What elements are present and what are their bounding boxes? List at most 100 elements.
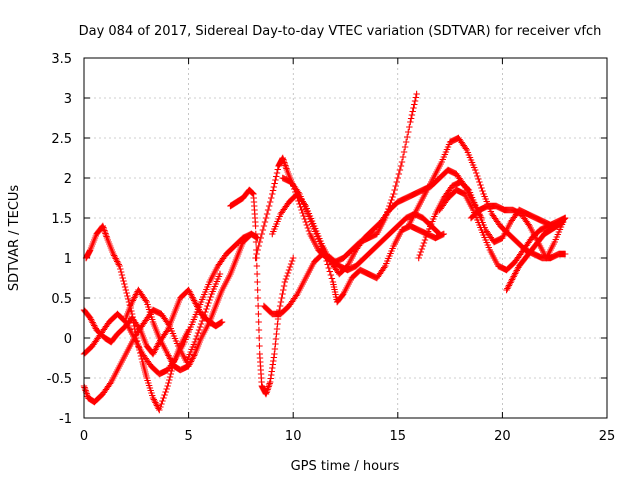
data-point <box>112 255 119 262</box>
data-point <box>189 355 196 362</box>
data-point <box>157 403 164 411</box>
axis-ticks: -1 -0.5 0 0.5 1 1.5 2 2.5 3 3.5 0 5 10 15 20 25 <box>47 52 616 444</box>
data-point <box>510 273 517 280</box>
data-point <box>256 334 263 342</box>
data-point <box>132 292 139 300</box>
data-point <box>189 294 196 301</box>
data-point <box>255 326 263 334</box>
data-point <box>400 148 408 156</box>
data-point <box>206 296 213 304</box>
data-point <box>187 291 195 298</box>
data-point <box>504 285 511 292</box>
data-point <box>151 347 158 355</box>
data-point <box>464 185 472 193</box>
data-point <box>201 311 208 319</box>
data-point <box>117 268 125 276</box>
x-tick-label: 25 <box>599 429 616 444</box>
data-point <box>186 288 193 295</box>
data-point <box>90 322 98 329</box>
data-point <box>303 221 310 229</box>
data-point <box>197 320 205 328</box>
data-point <box>389 193 396 201</box>
data-point <box>254 278 261 286</box>
data-point <box>115 261 122 268</box>
data-point <box>216 270 224 278</box>
data-point <box>150 396 158 403</box>
data-point <box>254 246 261 254</box>
data-point <box>185 362 192 370</box>
data-point <box>293 292 300 299</box>
data-point <box>142 297 149 304</box>
data-point <box>281 278 289 286</box>
data-point <box>422 233 430 241</box>
data-point <box>253 270 261 278</box>
data-point <box>325 264 332 272</box>
data-point <box>278 294 285 302</box>
data-point <box>288 257 296 265</box>
data-point <box>163 385 170 393</box>
data-point <box>503 286 510 294</box>
data-point <box>159 397 166 405</box>
data-point <box>261 218 269 226</box>
series-trace-5 <box>122 230 261 374</box>
data-point <box>254 286 261 294</box>
data-point <box>506 280 513 288</box>
data-point <box>415 254 422 262</box>
data-point <box>478 184 485 192</box>
data-point <box>398 158 406 166</box>
data-point <box>131 294 138 301</box>
data-point <box>156 406 163 414</box>
data-point <box>305 227 313 235</box>
data-point <box>120 277 127 285</box>
data-point <box>253 262 261 270</box>
data-point <box>190 297 198 304</box>
data-point <box>387 199 394 207</box>
data-point <box>401 143 409 151</box>
data-point <box>252 230 260 238</box>
data-point <box>164 382 171 390</box>
data-point <box>270 183 278 191</box>
data-point <box>114 259 122 267</box>
data-point <box>113 256 120 264</box>
data-point <box>256 238 263 246</box>
data-point <box>186 359 194 367</box>
data-point <box>124 295 132 303</box>
data-point <box>151 397 158 405</box>
data-point <box>406 123 413 131</box>
data-point <box>169 359 176 367</box>
data-point <box>327 271 335 279</box>
data-point <box>264 206 272 214</box>
data-point <box>111 253 119 261</box>
chart-title: Day 084 of 2017, Sidereal Day-to-day VTE… <box>79 24 602 39</box>
data-point <box>186 289 194 297</box>
data-point <box>167 370 175 378</box>
data-point <box>408 111 416 119</box>
data-point <box>188 356 195 364</box>
data-point <box>321 250 328 258</box>
data-point <box>257 234 264 242</box>
data-point <box>166 376 173 384</box>
data-point <box>110 252 118 259</box>
data-point <box>91 323 99 331</box>
data-point <box>124 292 131 300</box>
data-point <box>260 222 268 230</box>
data-point <box>274 166 281 173</box>
data-point <box>207 293 214 301</box>
data-point <box>393 178 400 186</box>
data-point <box>195 326 203 334</box>
data-point <box>508 277 515 285</box>
data-point <box>168 358 175 365</box>
data-point <box>276 302 284 310</box>
data-point <box>299 209 306 217</box>
data-point <box>411 97 419 105</box>
data-point <box>298 206 305 214</box>
data-point <box>152 399 159 406</box>
data-point <box>525 221 532 228</box>
y-tick-label: -0.5 <box>47 372 72 387</box>
data-point <box>88 317 96 325</box>
data-point <box>561 250 569 258</box>
data-point <box>160 394 167 402</box>
data-point <box>561 214 569 222</box>
x-tick-label: 5 <box>184 429 192 444</box>
